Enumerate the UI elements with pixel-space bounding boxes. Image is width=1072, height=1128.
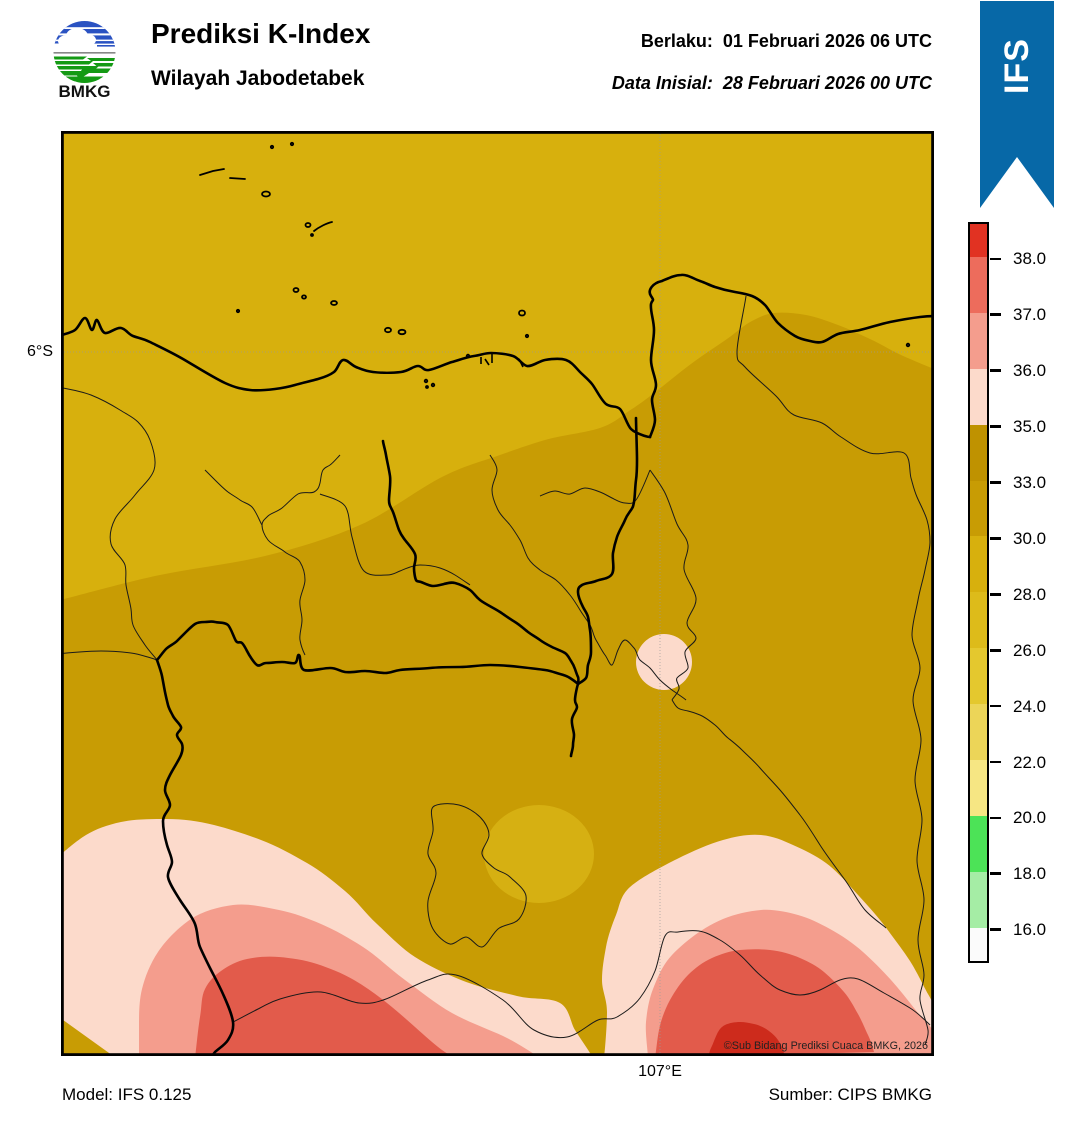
svg-text:IFS: IFS	[998, 38, 1036, 94]
svg-text:©Sub Bidang Prediksi Cuaca BMK: ©Sub Bidang Prediksi Cuaca BMKG, 2026	[724, 1040, 928, 1052]
svg-text:BMKG: BMKG	[59, 82, 111, 100]
